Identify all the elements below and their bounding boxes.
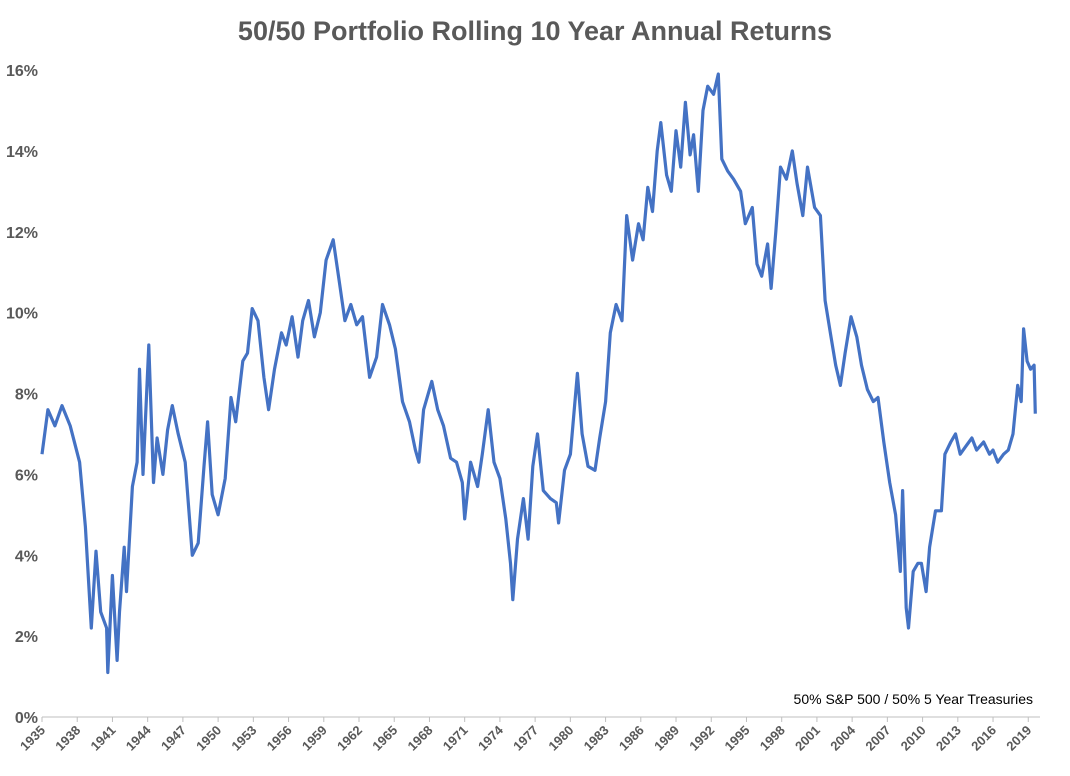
x-tick-label: 1965 [369,723,400,754]
x-tick-label: 1995 [722,723,753,754]
x-tick-label: 2013 [933,723,964,754]
x-tick-label: 1980 [545,723,576,754]
x-tick-label: 2010 [898,723,929,754]
y-tick-label: 8% [15,387,38,404]
x-tick-label: 1971 [440,723,471,754]
x-tick-label: 1974 [475,722,507,754]
x-tick-label: 1959 [299,723,330,754]
line [40,72,1037,675]
annotation: 50% S&P 500 / 50% 5 Year Treasuries [794,691,1033,707]
x-tick-label: 1956 [264,723,295,754]
x-tick-label: 2019 [1003,723,1034,754]
x-tick-label: 2004 [827,722,859,754]
x-tick-label: 2001 [792,723,823,754]
y-tick-label: 0% [15,710,38,727]
y-tick-label: 14% [6,144,38,161]
x-tick-label: 1947 [158,723,189,754]
x-tick-label: 1935 [17,723,48,754]
y-tick-label: 6% [15,467,38,484]
x-tick-label: 1953 [228,723,259,754]
y-tick-label: 10% [6,306,38,323]
x-tick-label: 1977 [510,723,541,754]
x-tick-label: 1962 [334,723,365,754]
x-tick-label: 1944 [123,722,155,754]
x-tick-label: 1938 [52,723,83,754]
y-tick-label: 16% [6,63,38,80]
chart-title: 50/50 Portfolio Rolling 10 Year Annual R… [238,16,832,46]
x-tick-label: 1941 [88,723,119,754]
x-tick-label: 2007 [862,723,893,754]
x-tick-label: 1950 [193,723,224,754]
x-tick-label: 1992 [686,723,717,754]
x-tick-label: 1986 [616,723,647,754]
x-tick-label: 2016 [968,723,999,754]
y-tick-label: 12% [6,225,38,242]
x-tick-label: 1998 [757,723,788,754]
y-tick-label: 4% [15,548,38,565]
x-tick-label: 1989 [651,723,682,754]
x-tick-label: 1968 [405,723,436,754]
y-tick-label: 2% [15,629,38,646]
x-tick-label: 1983 [581,723,612,754]
